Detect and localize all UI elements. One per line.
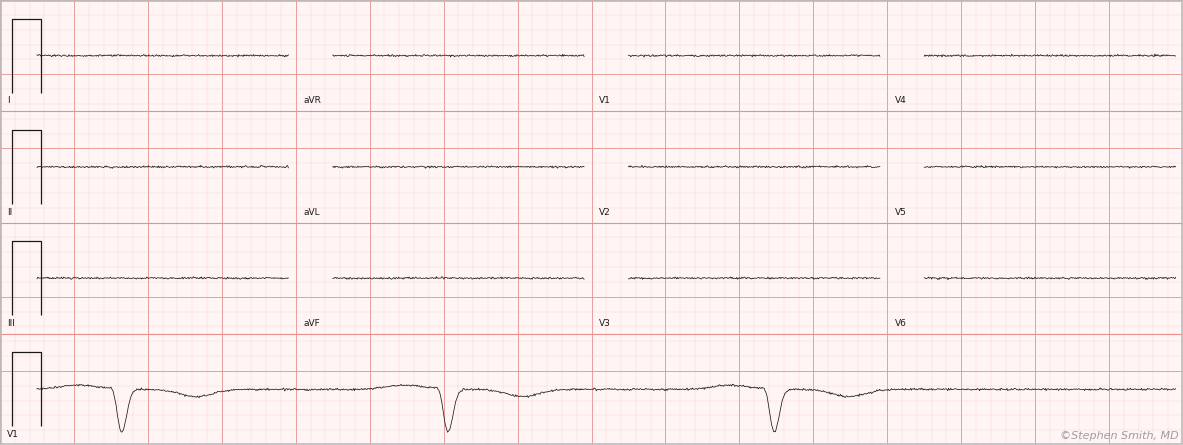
Text: III: III [7, 319, 15, 328]
Text: aVF: aVF [303, 319, 319, 328]
Text: V6: V6 [894, 319, 906, 328]
Text: V1: V1 [599, 96, 610, 105]
Text: V5: V5 [894, 207, 906, 217]
Text: II: II [7, 207, 13, 217]
Text: I: I [7, 96, 9, 105]
Text: ©Stephen Smith, MD: ©Stephen Smith, MD [1060, 431, 1178, 441]
Text: V3: V3 [599, 319, 610, 328]
Text: V2: V2 [599, 207, 610, 217]
Text: aVL: aVL [303, 207, 319, 217]
Text: V1: V1 [7, 430, 19, 439]
Text: aVR: aVR [303, 96, 321, 105]
Text: V4: V4 [894, 96, 906, 105]
